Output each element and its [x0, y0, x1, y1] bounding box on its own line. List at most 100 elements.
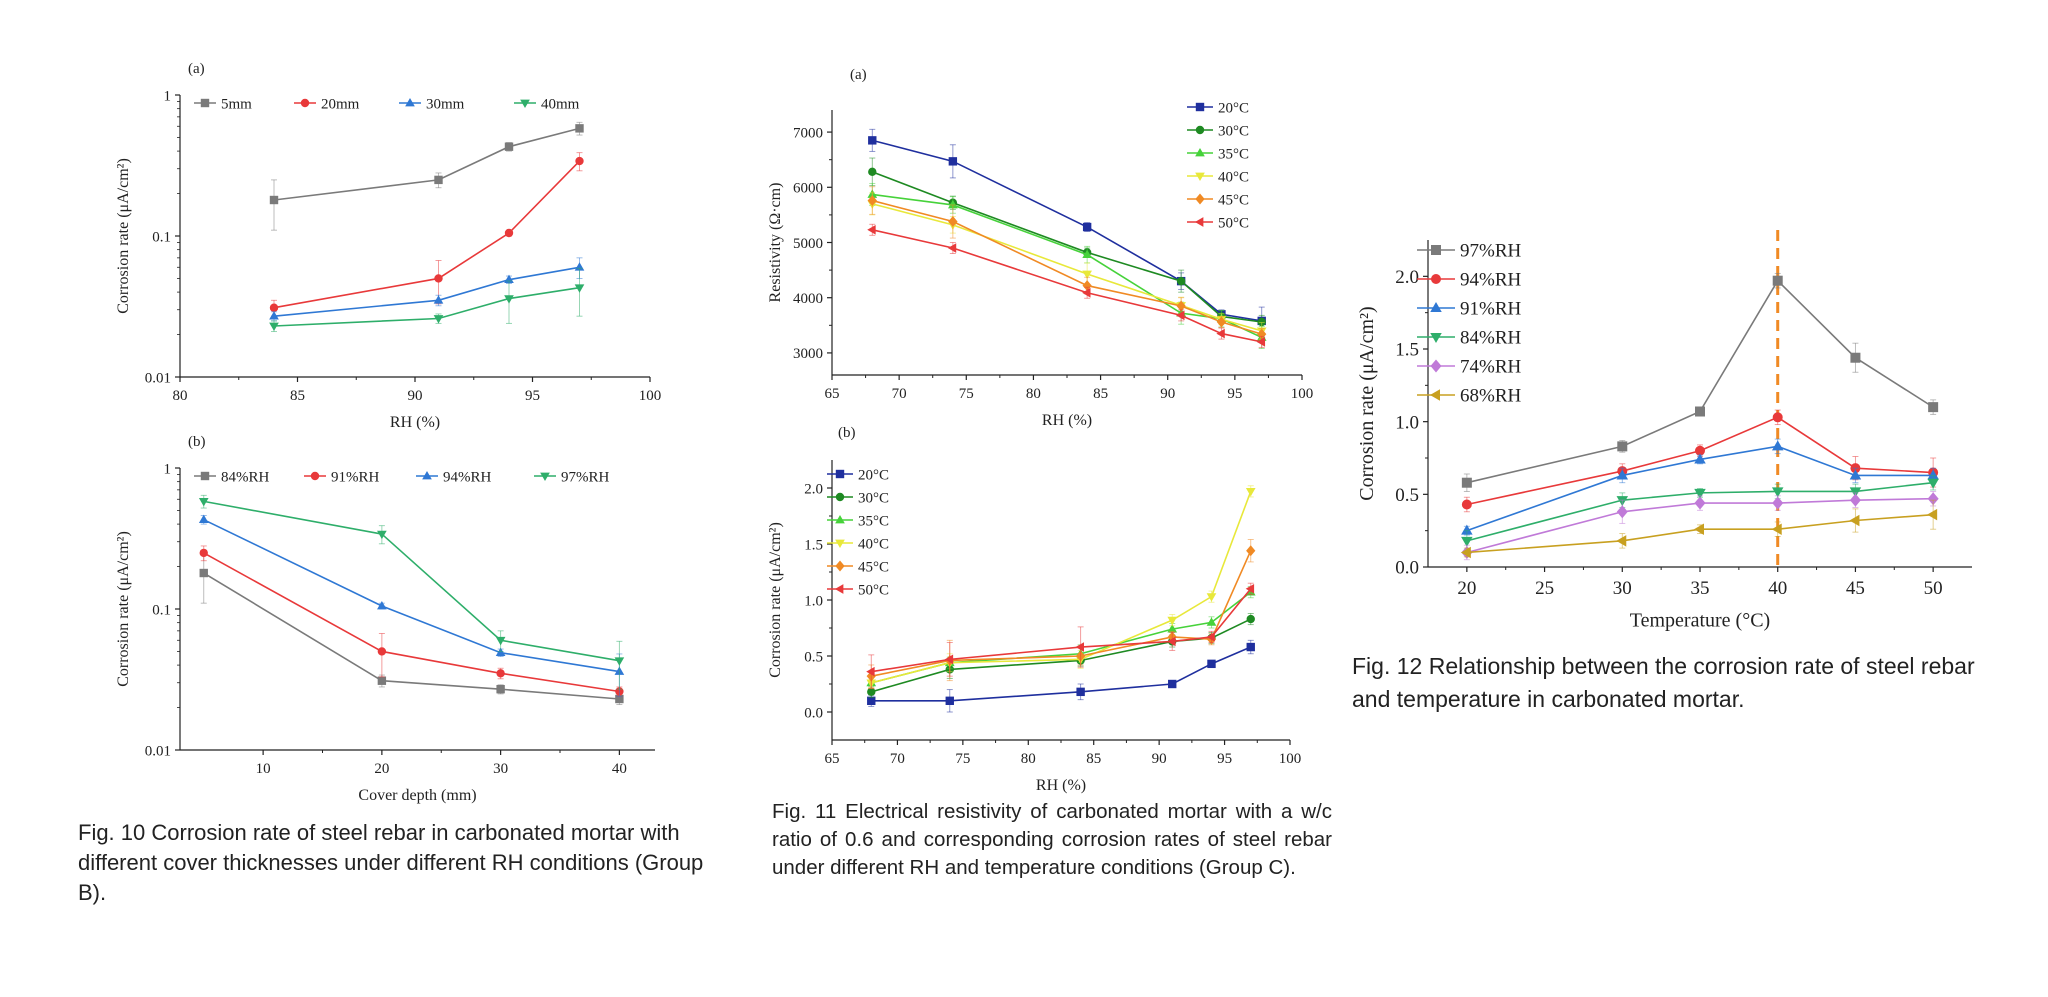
- data-point: [1694, 488, 1706, 499]
- data-point: [504, 228, 514, 238]
- data-point: [199, 548, 208, 558]
- data-point: [1082, 270, 1092, 280]
- series-line: [203, 572, 620, 700]
- series-20°C: [867, 639, 1255, 713]
- panel-label: (a): [850, 67, 867, 83]
- y-tick-label: 1.5: [804, 537, 823, 553]
- data-point: [1461, 499, 1472, 510]
- series-line: [273, 266, 580, 317]
- x-tick-label: 75: [959, 386, 974, 402]
- y-tick-label: 1: [164, 461, 172, 477]
- series-30mm: [269, 257, 585, 322]
- legend-marker: [1430, 359, 1442, 373]
- data-point: [1616, 505, 1628, 519]
- chart-fig11a: 65 70 75 80 85 90 95 100 3000 4000 5000 6000 7000 RH …: [767, 67, 1313, 429]
- series-84%RH: [199, 552, 624, 706]
- data-point: [377, 600, 387, 610]
- data-point: [1245, 488, 1256, 497]
- legend-label: 20mm: [321, 96, 360, 112]
- data-point: [948, 199, 958, 209]
- y-tick-label: 6000: [793, 181, 823, 197]
- x-tick-label: 40: [612, 761, 627, 777]
- data-point: [269, 322, 279, 332]
- data-point: [1246, 614, 1255, 624]
- data-point: [1849, 469, 1862, 480]
- data-point: [1216, 316, 1227, 328]
- series-line: [273, 286, 580, 327]
- data-point: [1694, 453, 1706, 464]
- data-point: [1257, 328, 1267, 340]
- data-point: [1928, 402, 1939, 413]
- data-point: [948, 216, 958, 227]
- series-line: [871, 646, 1252, 702]
- legend-label: 84%RH: [221, 469, 270, 485]
- series-line: [871, 491, 1252, 684]
- x-tick-label: 50: [1924, 578, 1943, 599]
- data-point: [1216, 328, 1225, 339]
- data-point: [1850, 352, 1861, 363]
- legend-marker: [200, 98, 210, 108]
- x-axis-label: Temperature (°C): [1630, 610, 1770, 632]
- data-point: [1927, 492, 1939, 506]
- data-point: [948, 157, 958, 166]
- series-84%RH: [1461, 474, 1939, 552]
- series-line: [1466, 513, 1934, 554]
- panel-label: (b): [838, 425, 856, 441]
- legend-marker: [835, 514, 845, 524]
- legend-label: 40mm: [541, 96, 580, 112]
- data-point: [269, 195, 279, 205]
- x-tick-label: 35: [1691, 578, 1710, 599]
- legend: 20°C 30°C 35°C 40°C 45°C 50°C: [827, 467, 889, 598]
- series-line: [872, 139, 1262, 322]
- y-tick-label: 5000: [793, 236, 823, 252]
- x-tick-label: 75: [955, 751, 970, 767]
- legend-marker: [1194, 217, 1204, 227]
- data-point: [868, 167, 877, 177]
- data-point: [1461, 477, 1472, 488]
- data-point: [1167, 624, 1178, 633]
- data-point: [269, 303, 279, 312]
- chart-fig12: 20 25 30 35 40 45 50 0.0 0.5 1.0 1.5 2.0 Temperature…: [1356, 230, 1972, 632]
- data-point: [1207, 659, 1216, 669]
- y-axis-label: Corrosion rate (μA/cm²): [767, 522, 784, 678]
- data-point: [377, 676, 387, 685]
- series-40°C: [866, 485, 1256, 689]
- x-tick-label: 85: [290, 388, 305, 404]
- y-tick-label: 0.5: [804, 649, 823, 665]
- panel-label: (a): [188, 61, 205, 77]
- data-point: [1695, 406, 1705, 417]
- y-axis-label: Corrosion rate (μA/cm²): [1356, 306, 1378, 500]
- legend-marker: [834, 584, 844, 594]
- data-point: [1206, 632, 1215, 642]
- legend-label: 35°C: [1218, 146, 1249, 162]
- y-tick-label: 3000: [793, 346, 823, 362]
- legend-marker: [1195, 125, 1205, 135]
- data-point: [1849, 514, 1860, 527]
- x-tick-label: 10: [256, 761, 271, 777]
- legend-label: 35°C: [858, 513, 889, 529]
- legend-label: 94%RH: [443, 469, 492, 485]
- series-5mm: [269, 121, 584, 231]
- legend-label: 30°C: [858, 490, 889, 506]
- data-point: [504, 295, 514, 304]
- x-tick-label: 65: [825, 386, 840, 402]
- x-tick-label: 30: [493, 761, 508, 777]
- data-point: [1082, 287, 1091, 298]
- x-axis-label: RH (%): [390, 414, 440, 431]
- data-point: [1176, 276, 1186, 286]
- legend-marker: [200, 471, 210, 481]
- series-line: [872, 229, 1262, 343]
- x-tick-label: 90: [1160, 386, 1175, 402]
- data-point: [1082, 222, 1092, 232]
- legend-marker: [1430, 302, 1442, 312]
- legend-label: 97%RH: [561, 469, 610, 485]
- x-tick-label: 95: [525, 388, 540, 404]
- x-tick-label: 100: [1279, 751, 1302, 767]
- y-tick-label: 0.01: [145, 370, 171, 386]
- y-tick-label: 0.01: [145, 743, 171, 759]
- series-50°C: [867, 223, 1266, 348]
- data-point: [1695, 445, 1705, 456]
- data-point: [1617, 441, 1628, 452]
- data-point: [868, 136, 877, 145]
